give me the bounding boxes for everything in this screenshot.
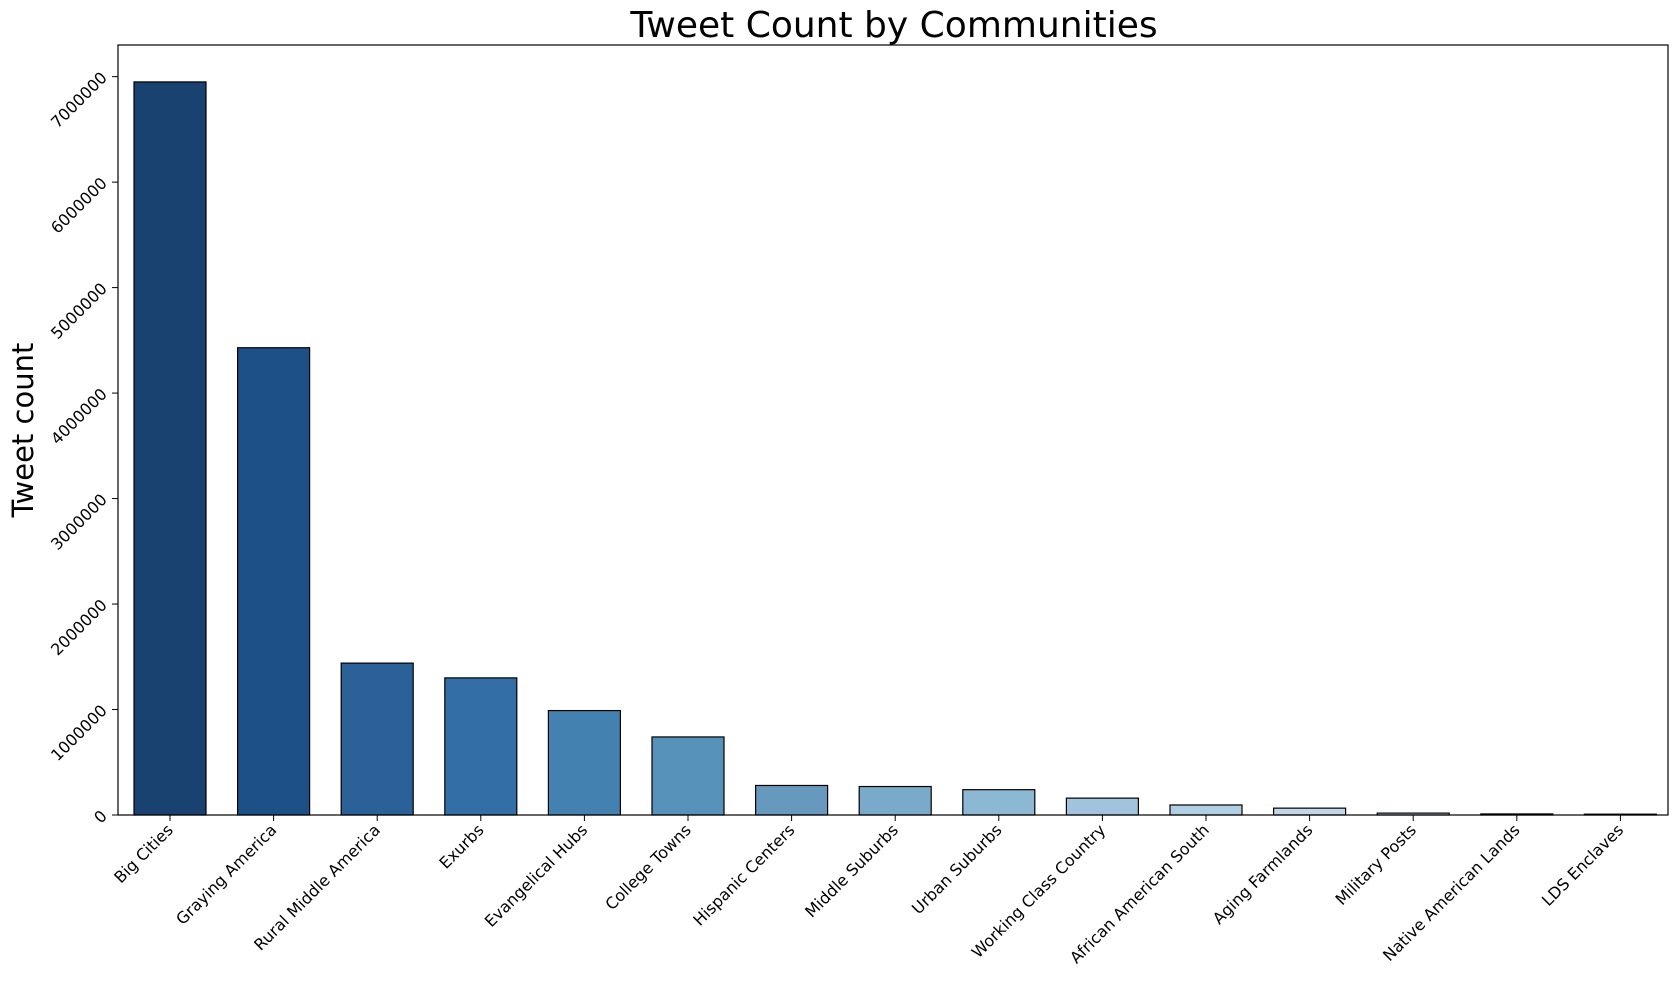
y-tick-label: 0 — [90, 806, 111, 827]
bar-college-towns — [651, 736, 725, 816]
x-tick-label: Hispanic Centers — [689, 820, 798, 929]
y-tick-label: 3000000 — [47, 490, 111, 554]
x-tick-label: Evangelical Hubs — [481, 820, 591, 930]
bar-big-cities — [133, 81, 207, 816]
x-tick-label: Urban Suburbs — [908, 820, 1006, 918]
bars-group — [133, 81, 1658, 816]
y-tick-label: 7000000 — [47, 68, 111, 132]
x-tick-label: Big Cities — [110, 820, 177, 887]
x-tick-label: Graying America — [172, 820, 280, 928]
bar-graying-america — [237, 347, 311, 816]
bar-evangelical-hubs — [547, 709, 622, 816]
plot-frame — [117, 44, 1669, 816]
bar-urban-suburbs — [962, 789, 1036, 816]
bar-exurbs — [444, 677, 518, 816]
x-tick-label: Aging Farmlands — [1209, 820, 1317, 928]
bar-hispanic-centers — [754, 784, 829, 816]
x-tick-label: LDS Enclaves — [1538, 820, 1627, 909]
y-axis-label: Tweet count — [6, 343, 40, 519]
bar-working-class-country — [1065, 797, 1140, 816]
bar-african-american-south — [1169, 804, 1243, 816]
y-tick-label: 2000000 — [47, 595, 111, 659]
chart-title: Tweet Count by Communities — [629, 5, 1157, 46]
bar-rural-middle-america — [340, 662, 414, 816]
y-tick-label: 5000000 — [47, 279, 111, 343]
y-axis-ticks: 0 1000000 2000000 3000000 4000000 5000000 6000… — [47, 68, 118, 827]
x-tick-label: College Towns — [601, 820, 694, 913]
y-tick-label: 6000000 — [47, 174, 111, 238]
y-tick-label: 1000000 — [47, 701, 111, 765]
x-tick-label: Middle Suburbs — [801, 820, 902, 921]
bar-middle-suburbs — [858, 785, 932, 816]
y-tick-label: 4000000 — [47, 384, 111, 448]
x-tick-label: Exurbs — [435, 820, 487, 872]
bar-aging-farmlands — [1272, 807, 1347, 816]
x-tick-label: Military Posts — [1332, 820, 1421, 909]
